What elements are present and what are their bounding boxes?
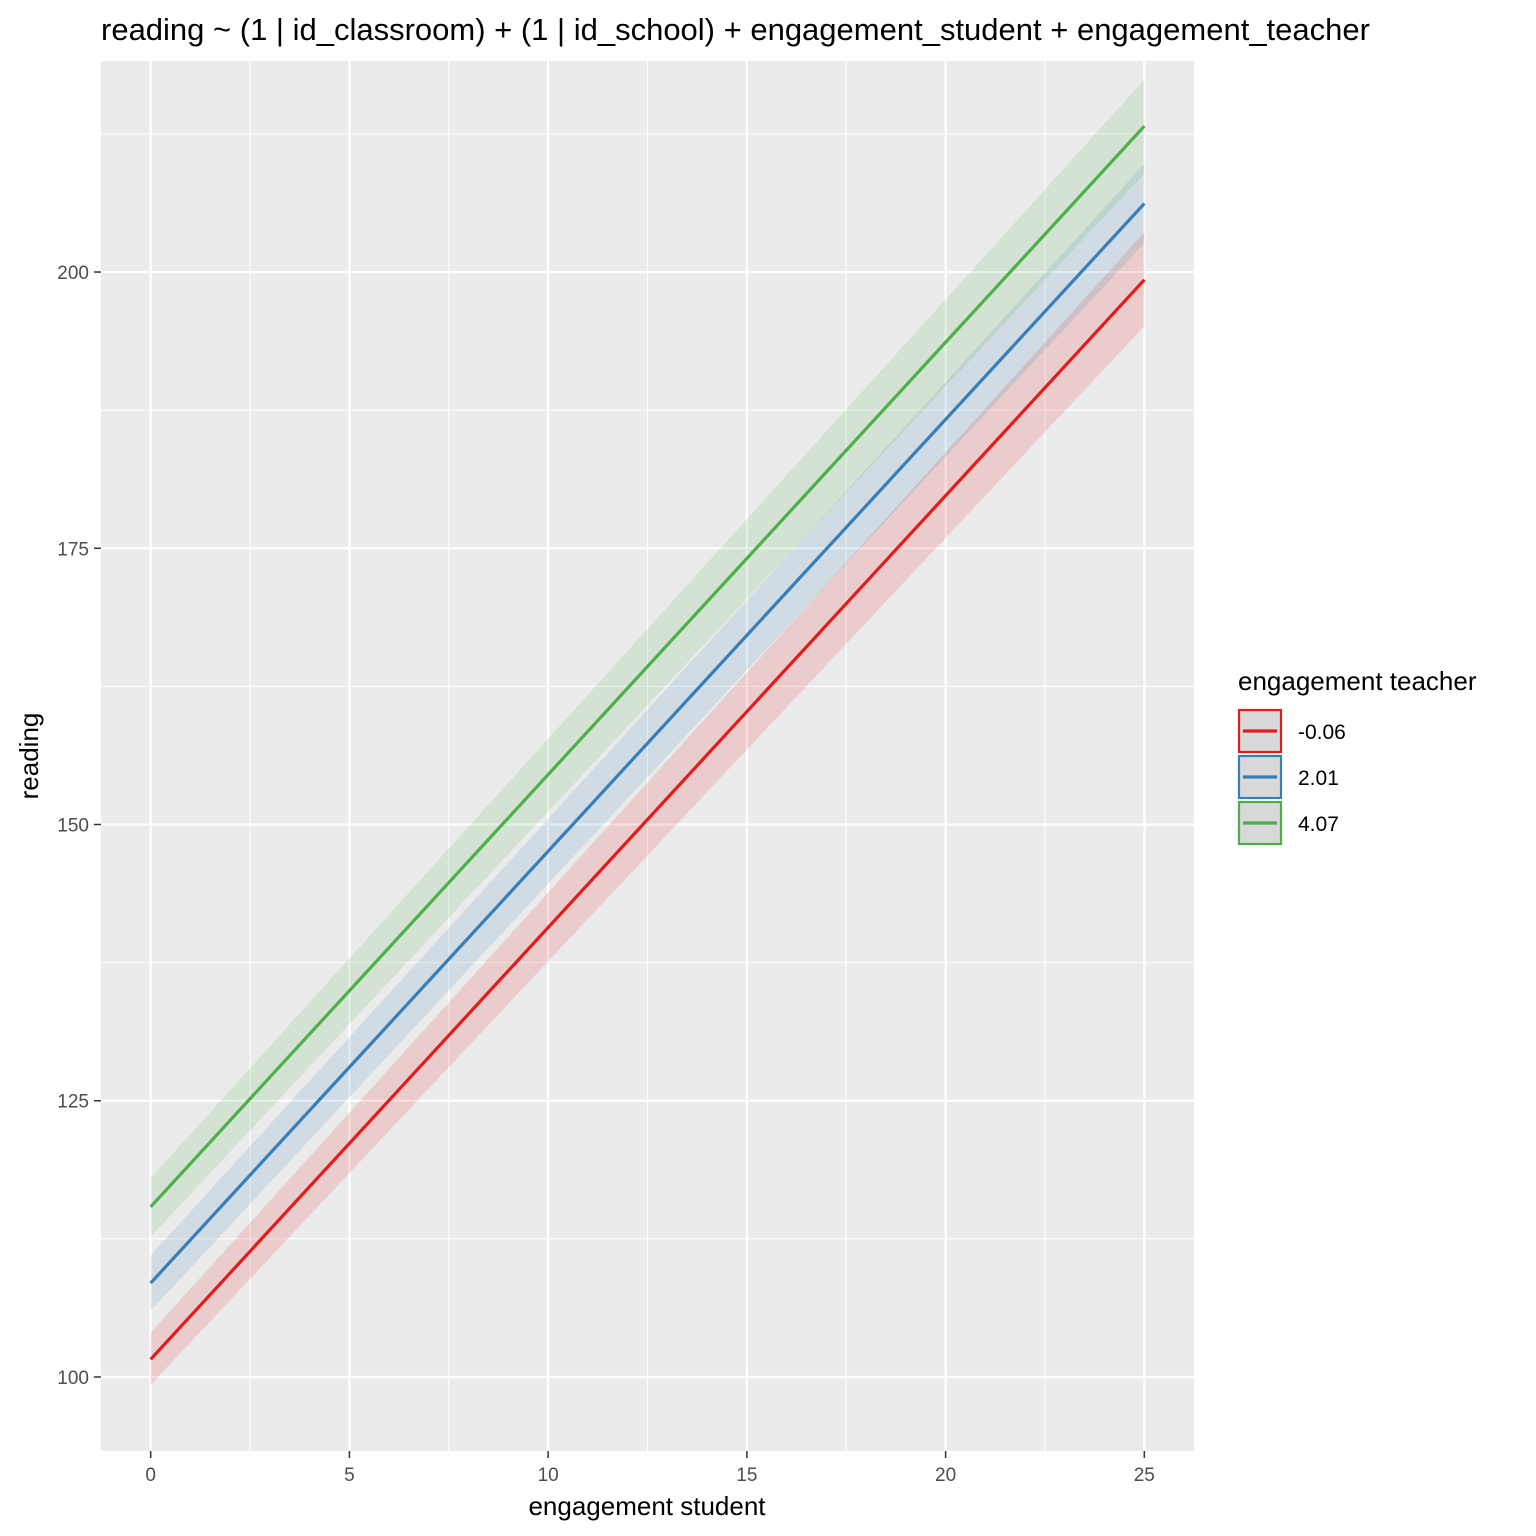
legend-label: -0.06 [1298, 721, 1346, 744]
y-axis: 100 125 150 175 200 [57, 263, 101, 1389]
x-tick-label: 0 [145, 1465, 156, 1486]
legend-label: 4.07 [1298, 813, 1339, 836]
confidence-ribbon [150, 163, 1145, 1311]
legend-label: 2.01 [1298, 767, 1339, 790]
minor-gridlines [101, 61, 1194, 1451]
confidence-ribbons [150, 79, 1145, 1385]
x-tick-label: 10 [538, 1465, 559, 1486]
y-axis-label: reading [14, 713, 44, 800]
x-axis-label: engagement student [528, 1491, 766, 1521]
y-tick-label: 125 [57, 1092, 89, 1113]
legend-title: engagement teacher [1238, 666, 1477, 696]
series-line [149, 202, 1146, 1285]
x-tick-label: 15 [736, 1465, 757, 1486]
y-tick-label: 175 [57, 539, 89, 560]
confidence-ribbon [150, 232, 1145, 1385]
y-tick-label: 150 [57, 816, 89, 837]
y-tick-label: 200 [57, 263, 89, 284]
series-line [149, 125, 1146, 1208]
y-tick-label: 100 [57, 1368, 89, 1389]
major-gridlines [101, 61, 1194, 1451]
x-tick-label: 25 [1134, 1465, 1155, 1486]
chart-title: reading ~ (1 | id_classroom) + (1 | id_s… [101, 12, 1370, 47]
series-line [149, 278, 1146, 1361]
legend-items: -0.06 2.01 4.07 [1237, 708, 1346, 846]
legend: engagement teacher -0.06 2.01 4.07 [1237, 666, 1477, 846]
confidence-ribbon [150, 79, 1145, 1237]
series-lines [149, 125, 1146, 1361]
x-tick-label: 20 [935, 1465, 956, 1486]
x-axis: 0 5 10 15 20 25 [145, 1451, 1155, 1486]
x-tick-label: 5 [344, 1465, 355, 1486]
